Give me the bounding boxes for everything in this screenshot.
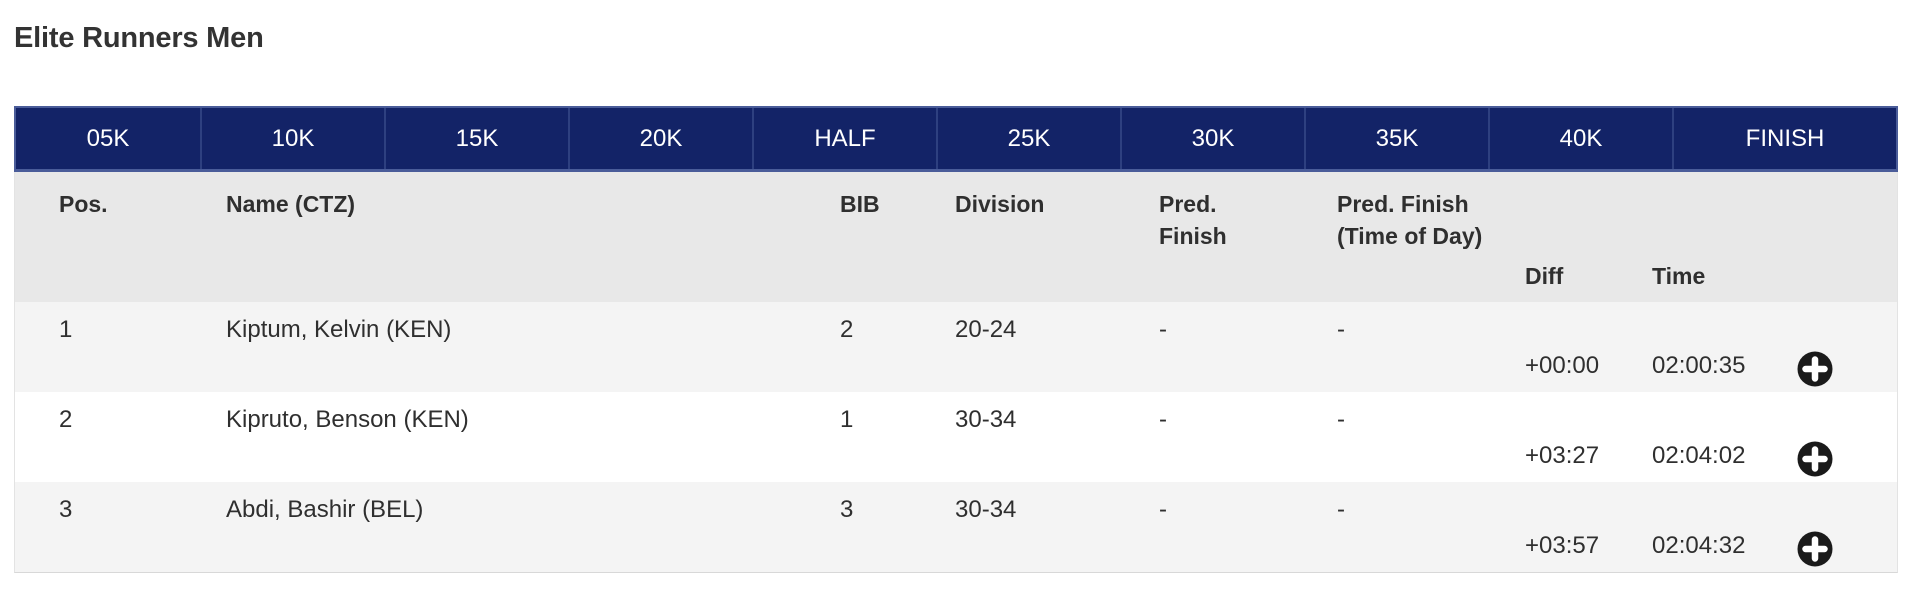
- header-time: Time: [1652, 263, 1706, 289]
- cell-diff: +03:27: [1525, 442, 1600, 469]
- tab-finish[interactable]: FINISH: [1672, 108, 1896, 169]
- tab-35k[interactable]: 35K: [1304, 108, 1488, 169]
- cell-diff: +03:57: [1525, 532, 1600, 559]
- header-bib: BIB: [840, 191, 880, 217]
- header-pred-finish-tod: Pred. Finish (Time of Day): [1337, 191, 1483, 249]
- cell-pred-finish: -: [1159, 496, 1167, 523]
- header-diff: Diff: [1525, 263, 1564, 289]
- cell-time: 02:00:35: [1652, 352, 1746, 379]
- cell-pred-finish-tod: -: [1337, 496, 1345, 523]
- header-name: Name (CTZ): [226, 191, 356, 217]
- cell-division: 20-24: [955, 316, 1017, 343]
- header-expand-spacer: [1782, 172, 1899, 302]
- cell-expand: [1782, 530, 1899, 572]
- table-row: 3 Abdi, Bashir (BEL) 3 30-34 - - +03:57 …: [15, 482, 1897, 572]
- cell-pred-finish-tod: -: [1337, 406, 1345, 433]
- expand-row-button[interactable]: [1796, 530, 1834, 568]
- plus-circle-icon: [1797, 441, 1833, 477]
- cell-pos: 2: [59, 406, 73, 433]
- cell-division: 30-34: [955, 406, 1017, 433]
- cell-time: 02:04:02: [1652, 442, 1746, 469]
- cell-name: Kiptum, Kelvin (KEN): [226, 316, 452, 343]
- tab-half[interactable]: HALF: [752, 108, 936, 169]
- header-pred-finish: Pred. Finish: [1159, 191, 1227, 249]
- tab-05k[interactable]: 05K: [86, 125, 130, 152]
- page-title: Elite Runners Men: [14, 22, 264, 54]
- cell-time: 02:04:32: [1652, 532, 1746, 559]
- tab-40k[interactable]: 40K: [1488, 108, 1672, 169]
- cell-expand: [1782, 440, 1899, 482]
- tab-30k[interactable]: 30K: [1120, 108, 1304, 169]
- cell-bib: 3: [840, 496, 854, 523]
- table-header-row: Pos. Name (CTZ) BIB Division Pred. Finis…: [15, 172, 1897, 302]
- expand-row-button[interactable]: [1796, 440, 1834, 478]
- cell-diff: +00:00: [1525, 352, 1600, 379]
- tab-20k[interactable]: 20K: [568, 108, 752, 169]
- page: Elite Runners Men 05K 10K 15K 20K HALF 2…: [0, 21, 1914, 573]
- cell-bib: 1: [840, 406, 854, 433]
- cell-division: 30-34: [955, 496, 1017, 523]
- header-division: Division: [955, 191, 1045, 217]
- cell-pos: 1: [59, 316, 73, 343]
- cell-pred-finish: -: [1159, 316, 1167, 343]
- tab-25k[interactable]: 25K: [936, 108, 1120, 169]
- cell-pred-finish: -: [1159, 406, 1167, 433]
- checkpoint-tabbar: 05K 10K 15K 20K HALF 25K 30K 35K 40K FIN…: [14, 106, 1898, 172]
- cell-expand: [1782, 350, 1899, 392]
- plus-circle-icon: [1797, 531, 1833, 567]
- cell-bib: 2: [840, 316, 854, 343]
- cell-pred-finish-tod: -: [1337, 316, 1345, 343]
- cell-name: Abdi, Bashir (BEL): [226, 496, 424, 523]
- results-table: Pos. Name (CTZ) BIB Division Pred. Finis…: [14, 172, 1898, 573]
- table-row: 2 Kipruto, Benson (KEN) 1 30-34 - - +03:…: [15, 392, 1897, 482]
- table-row: 1 Kiptum, Kelvin (KEN) 2 20-24 - - +00:0…: [15, 302, 1897, 392]
- tab-15k[interactable]: 15K: [384, 108, 568, 169]
- cell-pos: 3: [59, 496, 73, 523]
- header-pos: Pos.: [59, 191, 108, 217]
- expand-row-button[interactable]: [1796, 350, 1834, 388]
- cell-name: Kipruto, Benson (KEN): [226, 406, 469, 433]
- plus-circle-icon: [1797, 351, 1833, 387]
- tab-10k[interactable]: 10K: [200, 108, 384, 169]
